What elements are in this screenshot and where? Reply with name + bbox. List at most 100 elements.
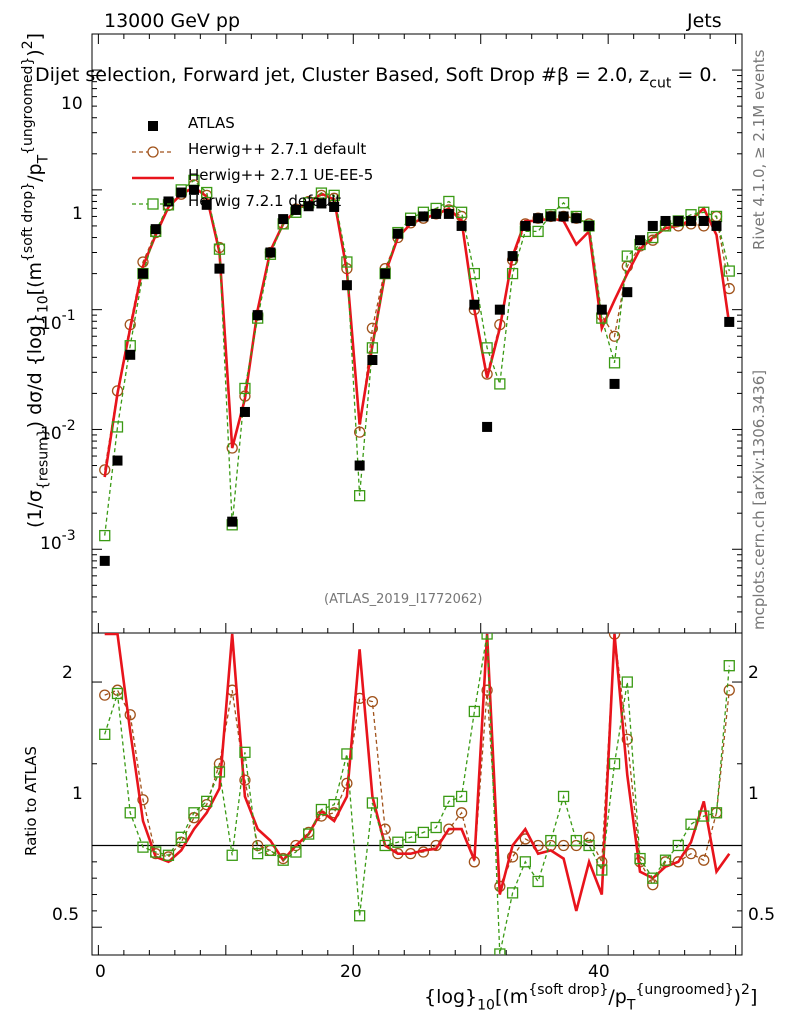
ratio-herwig-7-2-1-default-point xyxy=(213,766,226,778)
ratio-ytick-0-5: 0.5 xyxy=(52,905,80,925)
ratio-herwig-7-2-1-default-point xyxy=(608,758,621,770)
ratio-herwig-7-2-1-default-point xyxy=(443,795,455,808)
atlas-data-point xyxy=(112,455,123,466)
main-herwig-7-2-1-default-point xyxy=(494,378,506,390)
atlas-data-point xyxy=(354,460,365,471)
atlas-data-point xyxy=(214,263,225,274)
ratio-herwig-7-2-1-default-point xyxy=(188,807,200,819)
atlas-data-point xyxy=(596,304,607,315)
ytick-label-1: 1 xyxy=(72,204,83,225)
ratio-herwig-7-2-1-default-point xyxy=(468,705,481,718)
ratio-herwig-7-2-1-default-point xyxy=(150,846,162,858)
atlas-data-point xyxy=(724,316,735,327)
ratio-herwig-2-7-1-ue-ee-5-line xyxy=(104,633,731,912)
atlas-data-point xyxy=(443,208,454,219)
ratio-herwig-7-2-1-default-point xyxy=(685,818,697,830)
analysis-id-label: (ATLAS_2019_I1772062) xyxy=(324,592,483,607)
ratio-herwig-2-7-1-default-point xyxy=(506,851,519,863)
ratio-herwig-7-2-1-default-point xyxy=(596,864,608,876)
main-herwig-7-2-1-default-point xyxy=(621,250,633,262)
main-herwig-7-2-1-default-point xyxy=(532,225,544,238)
ratio-herwig-7-2-1-default-point xyxy=(634,852,646,865)
main-herwig-2-7-1-ue-ee-5-line xyxy=(103,185,731,478)
main-herwig-7-2-1-default-point xyxy=(315,187,328,199)
main-herwig-7-2-1-default-point xyxy=(647,231,659,244)
legend-marker-atlas xyxy=(148,121,158,131)
atlas-data-point xyxy=(239,406,250,417)
ratio-herwig-7-2-1-default-point xyxy=(392,836,404,848)
mcplots-reference-label: mcplots.cern.ch [arXiv:1306.3436] xyxy=(750,369,768,630)
atlas-data-point xyxy=(635,235,646,246)
ratio-herwig-7-2-1-default-point xyxy=(201,795,213,808)
xtick-0: 0 xyxy=(95,962,106,982)
ratio-herwig-2-7-1-default-point xyxy=(213,758,226,770)
legend-marker-herwig7 xyxy=(147,198,159,210)
legend-marker-herwig-default xyxy=(147,146,159,158)
ratio-herwig-2-7-1-default-line xyxy=(104,633,730,887)
main-herwig-7-2-1-default-point xyxy=(213,243,226,255)
ratio-herwig-7-2-1-default-point xyxy=(111,687,124,700)
ratio-herwig-7-2-1-default-point xyxy=(417,826,430,839)
ratio-panel-series xyxy=(99,633,735,955)
rivet-version-label: Rivet 4.1.0, ≥ 2.1M events xyxy=(750,49,768,251)
plot-title-main: Dijet selection, Forward jet, Cluster Ba… xyxy=(35,64,650,86)
ratio-herwig-7-2-1-default-point xyxy=(404,831,417,843)
energy-label: 13000 GeV pp xyxy=(104,10,241,32)
main-herwig-2-7-1-default-point xyxy=(366,322,379,334)
ytick-label-1e-2: 10-2 xyxy=(40,418,76,445)
atlas-data-point xyxy=(392,228,403,239)
ratio-herwig-7-2-1-default-point xyxy=(659,854,672,866)
ratio-herwig-2-7-1-default-point xyxy=(583,831,595,843)
atlas-data-point xyxy=(545,211,556,222)
legend-markers xyxy=(132,121,174,210)
main-ylabel: (1/σ{resum}) dσ/d {log}10[(m{soft drop}/… xyxy=(20,32,52,528)
ratio-herwig-7-2-1-default-point xyxy=(264,844,277,857)
xtick-40: 40 xyxy=(588,962,610,982)
ratio-herwig-2-7-1-default-point xyxy=(698,854,710,866)
atlas-data-point xyxy=(520,220,531,231)
main-herwig-7-2-1-default-point xyxy=(111,421,124,433)
atlas-data-point xyxy=(571,213,582,224)
main-herwig-7-2-1-default-point xyxy=(506,267,519,280)
ratio-herwig-7-2-1-default-point xyxy=(723,660,735,672)
plot-title-tail: = 0. xyxy=(677,64,718,86)
ratio-ytick-right-2: 2 xyxy=(748,663,759,683)
atlas-data-point xyxy=(99,555,110,566)
ratio-herwig-2-7-1-default-point xyxy=(685,848,697,860)
ratio-ytick-2: 2 xyxy=(62,663,73,683)
atlas-data-point xyxy=(303,201,314,212)
ratio-herwig-7-2-1-default-point xyxy=(124,807,136,819)
legend-label-herwig-ue: Herwig++ 2.7.1 UE-EE-5 xyxy=(188,166,374,184)
ratio-herwig-2-7-1-default-point xyxy=(366,695,379,708)
ratio-herwig-7-2-1-default-point xyxy=(303,828,315,840)
ratio-herwig-7-2-1-default-point xyxy=(506,887,519,899)
ratio-herwig-7-2-1-default-point xyxy=(698,810,710,822)
ratio-ytick-1: 1 xyxy=(72,784,83,804)
main-herwig-7-2-1-default-point xyxy=(201,186,213,199)
atlas-data-point xyxy=(584,220,595,231)
atlas-data-point xyxy=(418,211,429,222)
main-herwig-7-2-1-default-point xyxy=(468,267,481,280)
atlas-data-point xyxy=(507,251,518,262)
atlas-data-point xyxy=(660,215,671,226)
xtick-20: 20 xyxy=(340,962,362,982)
ratio-herwig-7-2-1-default-point xyxy=(494,948,506,955)
atlas-data-point xyxy=(647,220,658,231)
plot-title: Dijet selection, Forward jet, Cluster Ba… xyxy=(35,64,717,91)
ratio-herwig-7-2-1-default-point xyxy=(252,848,264,860)
ratio-herwig-2-7-1-default-point xyxy=(124,709,136,721)
main-herwig-2-7-1-default-point xyxy=(608,330,621,342)
ratio-herwig-7-2-1-default-point xyxy=(621,676,633,688)
ratio-herwig-7-2-1-default-point xyxy=(341,748,353,760)
atlas-data-point xyxy=(469,299,480,310)
ratio-herwig-7-2-1-default-point xyxy=(315,803,328,816)
main-herwig-7-2-1-default-point xyxy=(608,357,621,369)
main-herwig-7-2-1-default-point xyxy=(239,382,251,395)
ratio-herwig-7-2-1-default-point xyxy=(557,790,570,803)
ratio-herwig-7-2-1-default-point xyxy=(353,910,366,922)
ratio-herwig-7-2-1-default-point xyxy=(99,728,111,740)
main-herwig-2-7-1-default-point xyxy=(481,368,493,380)
main-herwig-7-2-1-default-point xyxy=(328,189,340,201)
atlas-data-point xyxy=(622,287,633,298)
ratio-herwig-7-2-1-default-point xyxy=(481,633,493,640)
